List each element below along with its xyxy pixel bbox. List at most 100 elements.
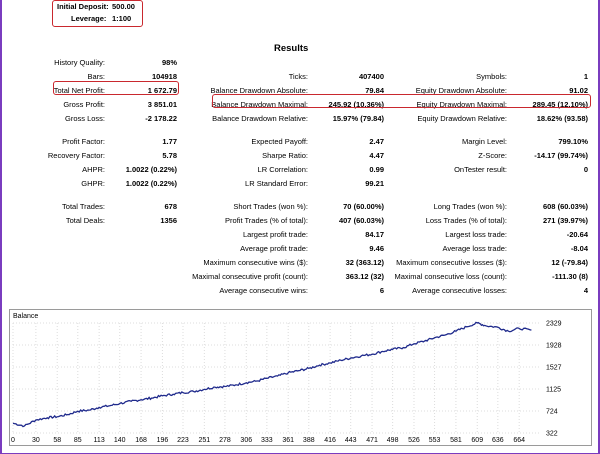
stat-label: Gross Loss: [64, 114, 105, 123]
stat-value: 99.21 [365, 179, 384, 188]
x-tick-label: 553 [429, 437, 441, 444]
stat-label: Recovery Factor: [47, 151, 105, 160]
stat-label: Average consecutive losses: [412, 286, 507, 295]
x-tick-label: 196 [157, 437, 169, 444]
x-tick-label: 58 [53, 437, 61, 444]
x-tick-label: 0 [11, 437, 15, 444]
leverage-value: 1:100 [112, 14, 132, 23]
stat-value: 98% [161, 58, 177, 67]
stat-label: Long Trades (won %): [433, 202, 507, 211]
stat-label: Maximum consecutive losses ($): [396, 258, 507, 267]
stat-value: 1.0022 (0.22%) [125, 179, 177, 188]
stat-value: 79.84 [365, 86, 384, 95]
stat-value: 12 (-79.84) [551, 258, 588, 267]
x-tick-label: 168 [135, 437, 147, 444]
deposit-highlight [52, 0, 143, 27]
stat-value: 0.99 [369, 165, 384, 174]
stat-label: Ticks: [288, 72, 308, 81]
x-tick-label: 223 [177, 437, 189, 444]
x-tick-label: 498 [387, 437, 399, 444]
stat-label: Profit Trades (% of total): [225, 216, 308, 225]
stat-value: 271 (39.97%) [542, 216, 588, 225]
stat-label: Equity Drawdown Absolute: [415, 86, 507, 95]
stat-label: Equity Drawdown Relative: [417, 114, 507, 123]
stat-label: AHPR: [82, 165, 105, 174]
stat-label: Balance Drawdown Relative: [212, 114, 308, 123]
stat-value: 84.17 [365, 230, 384, 239]
x-tick-label: 581 [450, 437, 462, 444]
page-title: Results [274, 43, 309, 54]
x-tick-label: 306 [240, 437, 252, 444]
stat-value: 3 851.01 [147, 100, 177, 109]
y-tick-label: 1527 [546, 364, 562, 371]
x-tick-label: 333 [261, 437, 273, 444]
stat-label: LR Standard Error: [245, 179, 308, 188]
stat-value: 1.77 [162, 137, 177, 146]
x-tick-label: 416 [324, 437, 336, 444]
drawdown-highlight [212, 94, 591, 108]
stat-label: Symbols: [476, 72, 507, 81]
stat-value: 1356 [160, 216, 177, 225]
balance-chart: Balance 0 30 58 85 113 140 168 196 223 251 278 306 3… [9, 309, 592, 446]
stat-value: 15.97% (79.84) [332, 114, 384, 123]
stat-value: 363.12 (32) [345, 272, 384, 281]
stat-value: -20.64 [566, 230, 588, 239]
stat-label: LR Correlation: [257, 165, 308, 174]
x-tick-label: 113 [94, 437, 105, 444]
x-tick-label: 278 [219, 437, 231, 444]
x-tick-label: 526 [408, 437, 420, 444]
stat-label: Largest loss trade: [445, 230, 507, 239]
x-tick-label: 443 [345, 437, 357, 444]
stat-value: 70 (60.00%) [343, 202, 384, 211]
stat-label: Equity Drawdown Maximal: [416, 100, 507, 109]
stat-label: Bars: [87, 72, 105, 81]
stat-value: 407400 [358, 72, 384, 81]
x-tick-label: 251 [198, 437, 210, 444]
stat-value: 678 [164, 202, 177, 211]
stat-label: Profit Factor: [62, 137, 105, 146]
stat-value: -14.17 (99.74%) [534, 151, 588, 160]
stat-label: Sharpe Ratio: [262, 151, 308, 160]
y-tick-label: 2329 [546, 321, 562, 328]
stat-value: 608 (60.03%) [542, 202, 588, 211]
stat-value: 2.47 [369, 137, 384, 146]
stat-label: Expected Payoff: [251, 137, 308, 146]
x-tick-label: 636 [492, 437, 504, 444]
stat-value: 32 (363.12) [345, 258, 384, 267]
stat-value: 18.62% (93.58) [536, 114, 588, 123]
x-tick-label: 30 [32, 437, 40, 444]
initial-deposit-label: Initial Deposit: [57, 2, 109, 11]
stat-value: 104918 [151, 72, 177, 81]
stat-label: Balance Drawdown Absolute: [210, 86, 308, 95]
stat-label: Average profit trade: [240, 244, 308, 253]
stat-label: Gross Profit: [63, 100, 105, 109]
stat-label: Average loss trade: [442, 244, 507, 253]
stat-label: Total Trades: [62, 202, 105, 211]
stat-value: 4.47 [369, 151, 384, 160]
leverage-label: Leverage: [71, 14, 107, 23]
stat-label: Loss Trades (% of total): [425, 216, 507, 225]
x-tick-label: 140 [114, 437, 126, 444]
stat-label: OnTester result: [454, 165, 507, 174]
stat-value: 289.45 (12.10%) [532, 100, 588, 109]
stat-value: 5.78 [162, 151, 177, 160]
stat-value: 9.46 [369, 244, 384, 253]
stat-value: 1 [583, 72, 588, 81]
stat-label: GHPR: [81, 179, 105, 188]
stat-value: 1.0022 (0.22%) [125, 165, 177, 174]
x-tick-label: 388 [303, 437, 315, 444]
stat-label: Maximal consecutive profit (count): [192, 272, 308, 281]
stat-label: Maximum consecutive wins ($): [203, 258, 308, 267]
stat-label: Maximal consecutive loss (count): [394, 272, 507, 281]
stat-label: Margin Level: [461, 137, 507, 146]
stat-value: -111.30 (8) [552, 272, 588, 281]
balance-series-line [12, 321, 532, 428]
stat-value: -2 178.22 [145, 114, 177, 123]
stat-value: 6 [379, 286, 384, 295]
stat-value: -8.04 [570, 244, 588, 253]
stat-label: Short Trades (won %): [233, 202, 308, 211]
stat-value: 91.02 [569, 86, 588, 95]
x-tick-label: 471 [366, 437, 378, 444]
stat-value: 0 [583, 165, 588, 174]
chart-title: Balance [13, 313, 38, 320]
